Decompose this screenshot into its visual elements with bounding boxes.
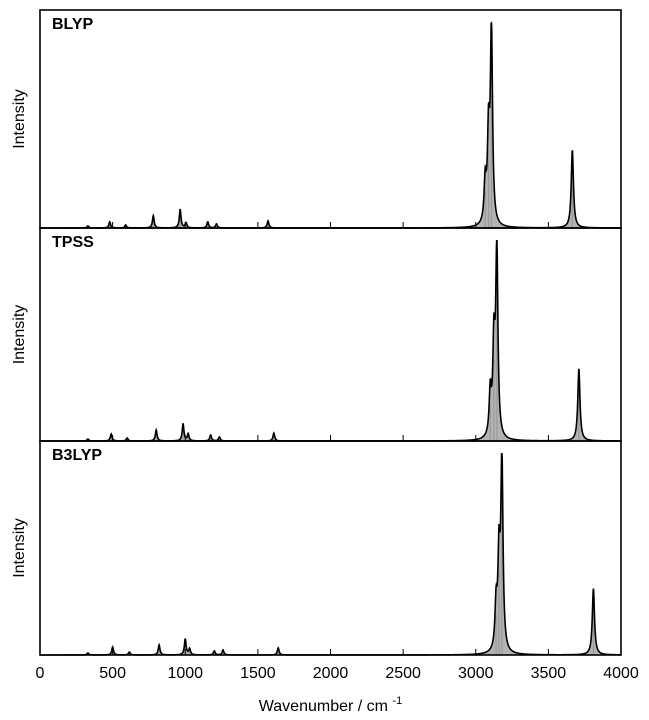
x-axis-title-text: Wavenumber / cm [259, 698, 388, 715]
panel-blyp: BLYP Intensity [11, 9, 622, 229]
x-tick-label: 3000 [458, 665, 494, 682]
panel-frame [39, 9, 622, 229]
panel-tpss: TPSS Intensity [11, 227, 622, 442]
panel-label: BLYP [52, 16, 94, 33]
x-tick-label: 2000 [313, 665, 349, 682]
spectrum-fill [40, 240, 621, 441]
x-tick-label: 1000 [167, 665, 203, 682]
y-axis-title: Intensity [11, 89, 28, 149]
panel-frame [39, 227, 622, 442]
x-axis-title-superscript: -1 [392, 695, 402, 707]
x-tick-label: 2500 [385, 665, 421, 682]
panel-label: TPSS [52, 234, 94, 251]
spectrum-line [40, 453, 621, 656]
spectrum-line [40, 21, 621, 229]
spectrum-fill [40, 23, 621, 228]
panels-group: BLYP Intensity TPSS Intensity B3LYP Intensity [11, 9, 622, 656]
x-tick-label: 3500 [531, 665, 567, 682]
x-tick-label: 0 [36, 665, 45, 682]
y-axis-title: Intensity [11, 518, 28, 578]
panel-b3lyp: B3LYP Intensity [11, 440, 622, 656]
x-axis: 0 500 1000 1500 2000 2500 3000 3500 4000 [36, 665, 639, 682]
panel-frame [39, 440, 622, 656]
x-tick-label: 500 [99, 665, 126, 682]
x-tick-label: 1500 [240, 665, 276, 682]
x-tick-label: 4000 [603, 665, 639, 682]
spectrum-line [40, 239, 622, 442]
spectrum-fill [40, 453, 621, 655]
x-axis-title: Wavenumber / cm -1 [259, 695, 402, 715]
y-axis-title: Intensity [11, 305, 28, 365]
panel-label: B3LYP [52, 447, 102, 464]
